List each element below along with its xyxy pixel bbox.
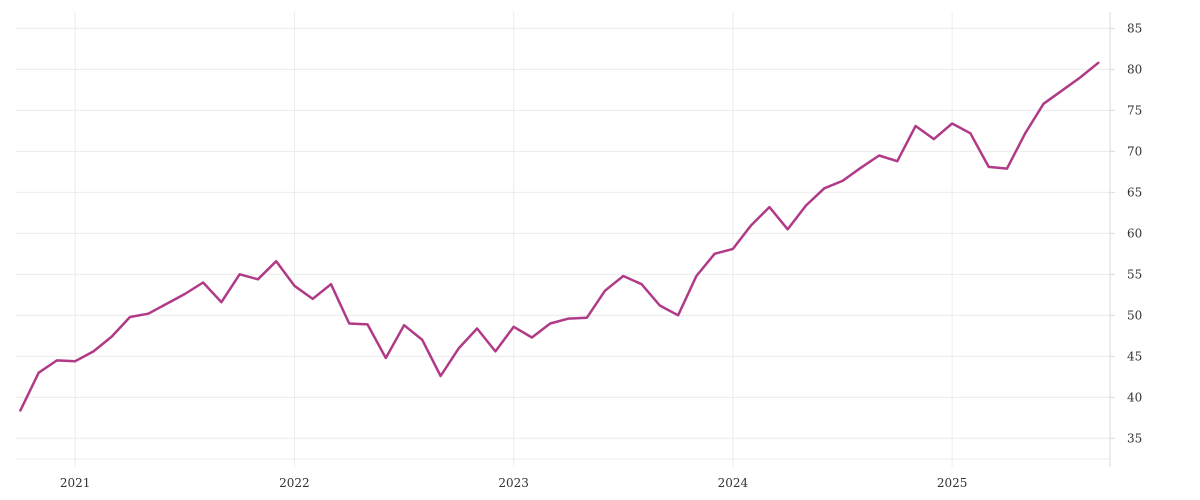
chart-axes	[16, 12, 1115, 467]
y-tick-label: 70	[1127, 144, 1142, 158]
y-tick-label: 40	[1127, 390, 1142, 404]
x-tick-label: 2022	[279, 476, 310, 490]
y-tick-label: 35	[1127, 431, 1142, 445]
chart-tick-labels: 35 40 45 50 55 60 65 70 75 80 85 2021 2022 2023 2024 20…	[60, 21, 1142, 490]
series-line	[19, 61, 1100, 412]
y-tick-label: 45	[1127, 349, 1142, 363]
y-tick-label: 50	[1127, 308, 1142, 322]
x-tick-label: 2025	[937, 476, 968, 490]
chart-grid	[16, 12, 1110, 467]
x-tick-label: 2024	[718, 476, 749, 490]
x-tick-label: 2023	[498, 476, 529, 490]
y-tick-label: 55	[1127, 267, 1142, 281]
y-tick-label: 80	[1127, 62, 1142, 76]
x-tick-label: 2021	[60, 476, 91, 490]
y-tick-label: 60	[1127, 226, 1142, 240]
y-tick-label: 75	[1127, 103, 1142, 117]
y-tick-label: 65	[1127, 185, 1142, 199]
y-tick-label: 85	[1127, 21, 1142, 35]
chart-series	[19, 61, 1100, 412]
